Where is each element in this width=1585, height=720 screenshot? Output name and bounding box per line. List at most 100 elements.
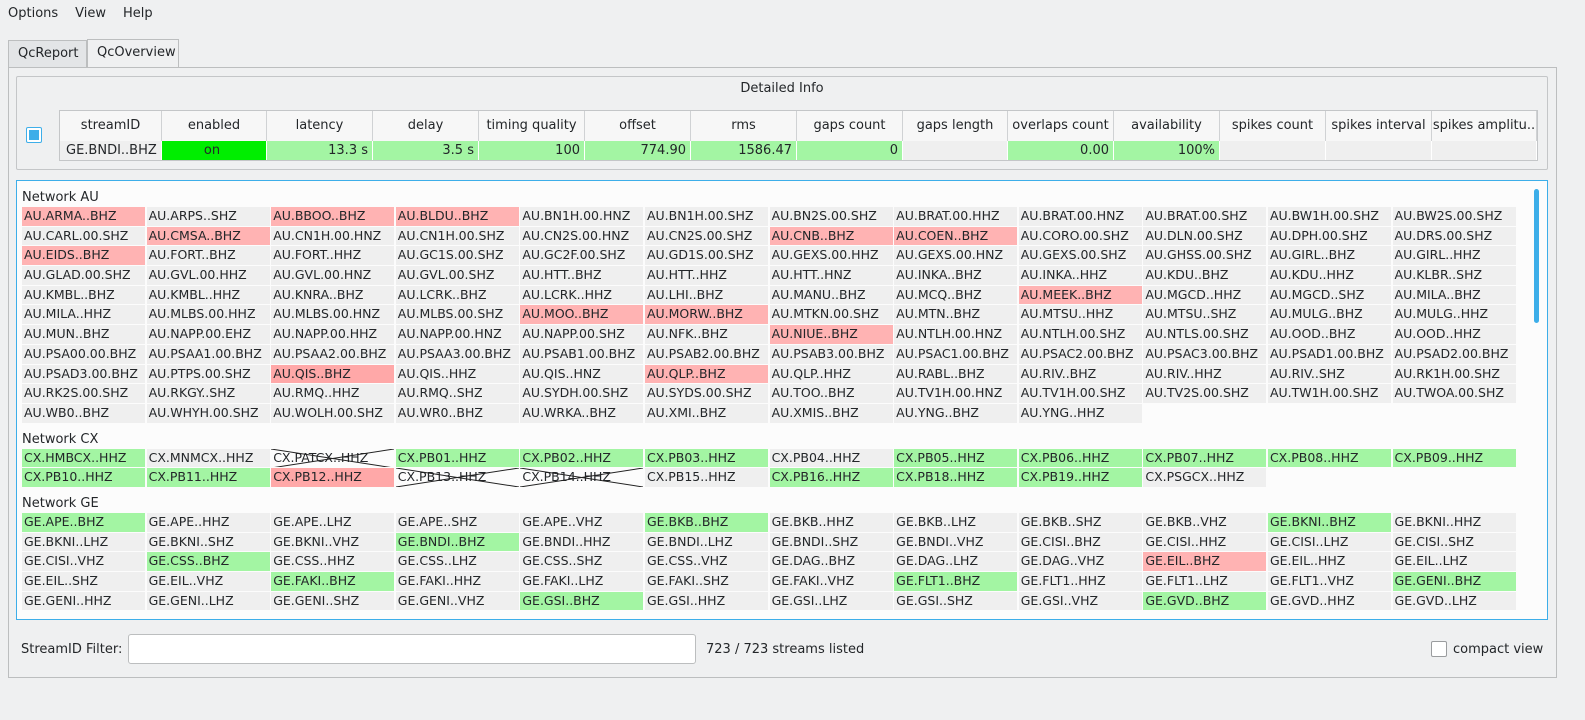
stream-cell[interactable]: AU.MCQ..BHZ xyxy=(894,285,1018,305)
stream-cell[interactable]: CX.PB08..HHZ xyxy=(1267,448,1392,468)
stream-cell[interactable]: CX.PB10..HHZ xyxy=(22,468,146,487)
stream-cell[interactable]: GE.BKNI..BHZ xyxy=(1267,512,1392,532)
stream-cell[interactable]: AU.PSAB2.00.BHZ xyxy=(644,344,769,364)
stream-cell[interactable]: AU.GLAD.00.SHZ xyxy=(22,266,146,285)
stream-cell[interactable]: GE.CISI..BHZ xyxy=(1018,532,1142,552)
stream-cell[interactable]: CX.HMBCX..HHZ xyxy=(22,448,146,468)
stream-cell[interactable]: AU.ARPS..SHZ xyxy=(146,207,270,226)
stream-cell[interactable]: AU.HTT..HHZ xyxy=(644,266,769,285)
stream-cell[interactable]: AU.MULG..HHZ xyxy=(1392,305,1516,325)
stream-cell[interactable]: AU.MEEK..BHZ xyxy=(1018,285,1142,305)
stream-cell[interactable]: GE.FAKI..HHZ xyxy=(395,572,519,591)
stream-cell[interactable]: AU.TV2S.00.SHZ xyxy=(1143,384,1267,403)
stream-cell[interactable]: CX.PB15..HHZ xyxy=(644,468,769,487)
stream-cell[interactable]: AU.KNRA..BHZ xyxy=(271,285,395,305)
filter-input[interactable] xyxy=(128,634,696,664)
stream-cell[interactable]: CX.PB16..HHZ xyxy=(769,468,893,487)
stream-cell[interactable]: GE.EIL..HHZ xyxy=(1267,552,1392,571)
stream-cell[interactable]: GE.BKB..HHZ xyxy=(769,512,893,532)
stream-cell[interactable]: CX.PB12..HHZ xyxy=(271,468,395,487)
stream-cell[interactable]: AU.BN1H.00.HNZ xyxy=(520,207,644,226)
stream-cell[interactable]: AU.MULG..BHZ xyxy=(1267,305,1392,325)
stream-cell[interactable]: AU.COEN..BHZ xyxy=(894,226,1018,246)
stream-cell[interactable]: AU.DPH.00.SHZ xyxy=(1267,226,1392,246)
stream-cell[interactable]: GE.DAG..LHZ xyxy=(894,552,1018,571)
stream-cell[interactable]: AU.GEXS.00.HNZ xyxy=(894,246,1018,266)
stream-cell[interactable]: GE.FLT1..VHZ xyxy=(1267,572,1392,591)
stream-cell[interactable]: GE.BNDI..LHZ xyxy=(644,532,769,552)
stream-cell[interactable]: GE.GENI..SHZ xyxy=(271,591,395,611)
stream-cell[interactable]: AU.GIRL..BHZ xyxy=(1267,246,1392,266)
stream-cell[interactable]: AU.BRAT.00.HHZ xyxy=(894,207,1018,226)
stream-cell[interactable]: AU.PSAA3.00.BHZ xyxy=(395,344,519,364)
stream-cell[interactable]: AU.GD1S.00.SHZ xyxy=(644,246,769,266)
stream-cell[interactable]: CX.PB13..HHZ xyxy=(395,468,519,487)
stream-cell[interactable]: GE.CISI..HHZ xyxy=(1143,532,1267,552)
stream-cell[interactable]: GE.EIL..VHZ xyxy=(146,572,270,591)
stream-cell[interactable]: AU.FORT..HHZ xyxy=(271,246,395,266)
stream-cell[interactable]: AU.TV1H.00.SHZ xyxy=(1018,384,1142,403)
stream-cell[interactable]: GE.EIL..SHZ xyxy=(22,572,146,591)
stream-cell[interactable]: AU.BW2S.00.SHZ xyxy=(1392,207,1516,226)
stream-cell[interactable]: GE.FAKI..SHZ xyxy=(644,572,769,591)
stream-cell[interactable]: AU.RKGY..SHZ xyxy=(146,384,270,403)
stream-cell[interactable]: AU.MTKN.00.SHZ xyxy=(769,305,893,325)
stream-cell[interactable]: AU.CN2S.00.HNZ xyxy=(520,226,644,246)
stream-cell[interactable]: AU.OOD..HHZ xyxy=(1392,325,1516,344)
stream-cell[interactable]: AU.QLP..HHZ xyxy=(769,364,893,384)
stream-cell[interactable]: GE.FLT1..HHZ xyxy=(1018,572,1142,591)
menu-item[interactable]: Options xyxy=(8,6,59,21)
stream-cell[interactable]: AU.QIS..HHZ xyxy=(395,364,519,384)
stream-cell[interactable]: AU.PTPS.00.SHZ xyxy=(146,364,270,384)
stream-cell[interactable]: AU.SYDH.00.SHZ xyxy=(520,384,644,403)
stream-cell[interactable]: CX.PB07..HHZ xyxy=(1143,448,1267,468)
stream-cell[interactable]: AU.RIV..HHZ xyxy=(1143,364,1267,384)
stream-cell[interactable]: AU.MUN..BHZ xyxy=(22,325,146,344)
stream-cell[interactable]: AU.KLBR..SHZ xyxy=(1392,266,1516,285)
stream-cell[interactable]: AU.LHI..BHZ xyxy=(644,285,769,305)
stream-cell[interactable]: AU.PSAD1.00.BHZ xyxy=(1267,344,1392,364)
stream-cell[interactable]: AU.NAPP.00.HHZ xyxy=(271,325,395,344)
stream-cell[interactable]: CX.PATCX..HHZ xyxy=(271,448,395,468)
stream-cell[interactable]: GE.BKNI..HHZ xyxy=(1392,512,1516,532)
stream-cell[interactable]: AU.BRAT.00.SHZ xyxy=(1143,207,1267,226)
stream-cell[interactable]: AU.TW1H.00.SHZ xyxy=(1267,384,1392,403)
stream-cell[interactable]: AU.PSAC1.00.BHZ xyxy=(894,344,1018,364)
stream-cell[interactable]: AU.GVL.00.HHZ xyxy=(146,266,270,285)
stream-cell[interactable]: AU.NAPP.00.HNZ xyxy=(395,325,519,344)
stream-cell[interactable]: GE.GSI..LHZ xyxy=(769,591,893,611)
stream-cell[interactable]: AU.RIV..SHZ xyxy=(1267,364,1392,384)
stream-cell[interactable]: AU.MILA..HHZ xyxy=(22,305,146,325)
stream-cell[interactable]: AU.RK1H.00.SHZ xyxy=(1392,364,1516,384)
stream-cell[interactable]: GE.FAKI..VHZ xyxy=(769,572,893,591)
stream-cell[interactable]: GE.FLT1..BHZ xyxy=(894,572,1018,591)
stream-cell[interactable]: AU.DRS.00.SHZ xyxy=(1392,226,1516,246)
stream-cell[interactable]: AU.NTLH.00.HNZ xyxy=(894,325,1018,344)
stream-cell[interactable]: CX.PB02..HHZ xyxy=(520,448,644,468)
stream-cell[interactable]: AU.PSAC3.00.BHZ xyxy=(1143,344,1267,364)
stream-cell[interactable]: AU.ARMA..BHZ xyxy=(22,207,146,226)
stream-cell[interactable]: GE.BNDI..BHZ xyxy=(395,532,519,552)
stream-cell[interactable]: CX.PB11..HHZ xyxy=(146,468,270,487)
stream-cell[interactable]: AU.RIV..BHZ xyxy=(1018,364,1142,384)
stream-cell[interactable]: AU.CNB..BHZ xyxy=(769,226,893,246)
stream-cell[interactable]: GE.GVD..HHZ xyxy=(1267,591,1392,611)
stream-cell[interactable]: AU.TWOA.00.SHZ xyxy=(1392,384,1516,403)
stream-cell[interactable]: AU.MANU..BHZ xyxy=(769,285,893,305)
stream-cell[interactable]: AU.WB0..BHZ xyxy=(22,403,146,423)
checkbox[interactable] xyxy=(26,127,42,143)
stream-cell[interactable]: AU.HTT..BHZ xyxy=(520,266,644,285)
stream-cell[interactable]: AU.CN1H.00.HNZ xyxy=(271,226,395,246)
tab[interactable]: QcOverview xyxy=(87,39,179,68)
stream-cell[interactable]: GE.APE..HHZ xyxy=(146,512,270,532)
stream-cell[interactable]: GE.BKB..VHZ xyxy=(1143,512,1267,532)
stream-cell[interactable]: AU.INKA..BHZ xyxy=(894,266,1018,285)
stream-cell[interactable]: CX.PB04..HHZ xyxy=(769,448,893,468)
stream-cell[interactable]: GE.APE..BHZ xyxy=(22,512,146,532)
stream-cell[interactable]: CX.PB03..HHZ xyxy=(644,448,769,468)
stream-cell[interactable]: GE.CSS..SHZ xyxy=(520,552,644,571)
stream-cell[interactable]: AU.CORO.00.SHZ xyxy=(1018,226,1142,246)
stream-cell[interactable]: AU.QIS..HNZ xyxy=(520,364,644,384)
stream-cell[interactable]: CX.PB19..HHZ xyxy=(1018,468,1142,487)
stream-cell[interactable]: AU.MTSU..SHZ xyxy=(1143,305,1267,325)
